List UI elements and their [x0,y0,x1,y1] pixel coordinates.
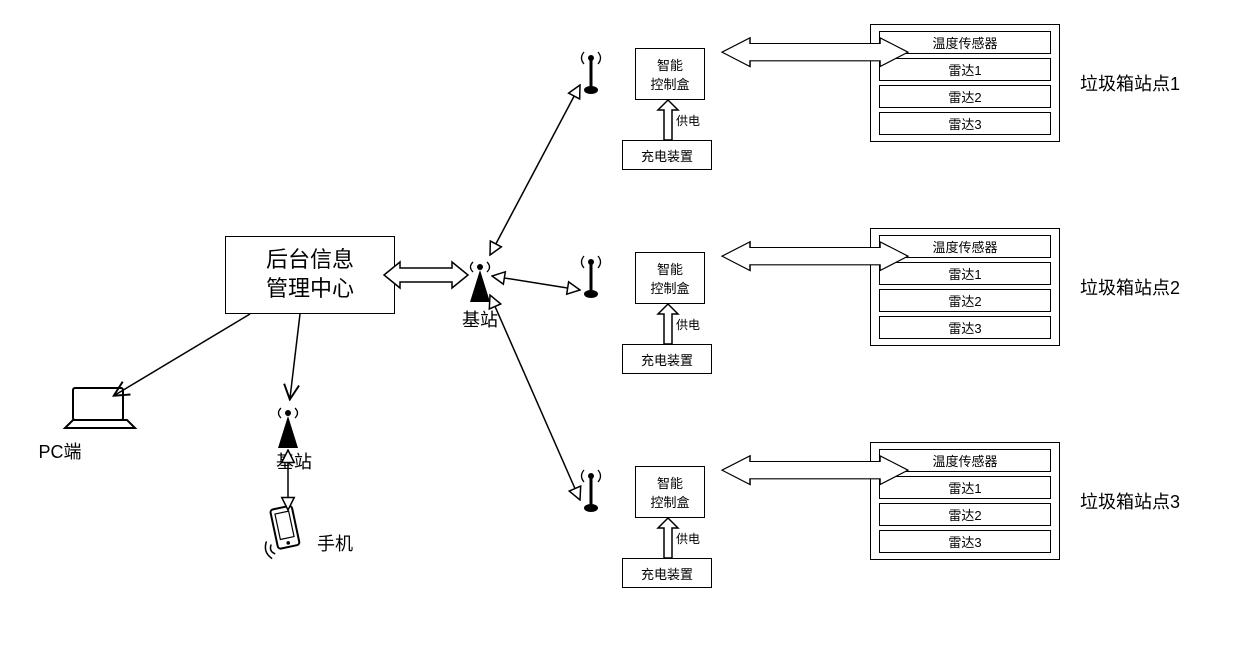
base-station-main-label: 基站 [450,306,510,332]
ctrl-box-3: 智能 控制盒 [635,466,705,518]
sensor-panel-2: 温度传感器 雷达1 雷达2 雷达3 [870,228,1060,346]
station-title-3: 垃圾箱站点3 [1080,488,1180,514]
charger-box-2: 充电装置 [622,344,712,374]
power-label-2: 供电 [676,316,700,333]
pc-label: PC端 [20,438,100,464]
antenna-icon-1 [582,52,601,94]
phone-label: 手机 [305,530,365,556]
ctrl-box-2: 智能 控制盒 [635,252,705,304]
diagram-canvas: 后台信息 管理中心 基站 基站 PC端 手机 智能 控制盒 充电装置 供电 温度… [0,0,1240,668]
sensor-row: 雷达3 [879,530,1051,553]
sensor-row: 雷达2 [879,85,1051,108]
sensor-panel-1: 温度传感器 雷达1 雷达2 雷达3 [870,24,1060,142]
sensor-row: 雷达1 [879,476,1051,499]
mgmt-center-box: 后台信息 管理中心 [225,236,395,314]
sensor-row: 温度传感器 [879,235,1051,258]
ctrl-box-1: 智能 控制盒 [635,48,705,100]
base-station-phone-label: 基站 [264,448,324,474]
base-station-main-icon [470,262,490,302]
power-label-3: 供电 [676,530,700,547]
sensor-row: 雷达1 [879,58,1051,81]
sensor-row: 温度传感器 [879,31,1051,54]
sensor-row: 雷达1 [879,262,1051,285]
charger-box-1: 充电装置 [622,140,712,170]
station-title-2: 垃圾箱站点2 [1080,274,1180,300]
sensor-panel-3: 温度传感器 雷达1 雷达2 雷达3 [870,442,1060,560]
antenna-icon-3 [582,470,601,512]
sensor-row: 雷达3 [879,112,1051,135]
phone-icon [258,505,302,559]
sensor-row: 雷达2 [879,289,1051,312]
base-station-phone-icon [278,408,298,448]
sensor-row: 雷达2 [879,503,1051,526]
antenna-icon-2 [582,256,601,298]
charger-box-3: 充电装置 [622,558,712,588]
sensor-row: 雷达3 [879,316,1051,339]
power-label-1: 供电 [676,112,700,129]
block-arrow-mgmt-bs [384,262,468,288]
laptop-icon [65,388,135,428]
station-title-1: 垃圾箱站点1 [1080,70,1180,96]
sensor-row: 温度传感器 [879,449,1051,472]
